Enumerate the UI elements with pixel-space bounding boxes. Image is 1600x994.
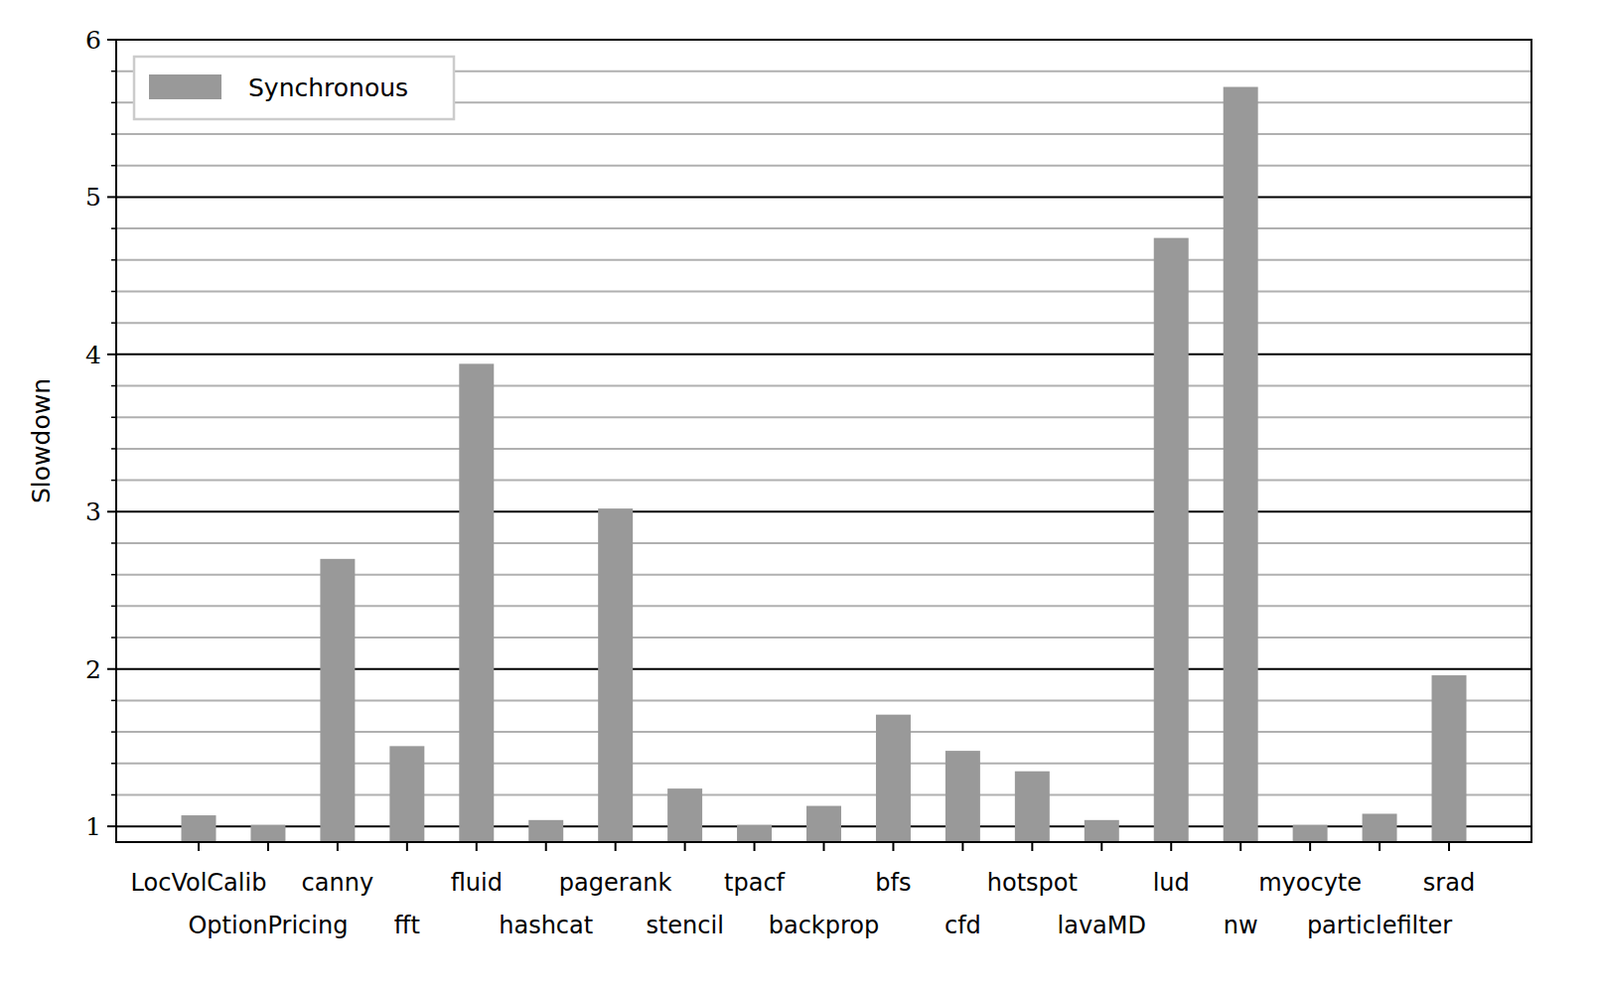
x-tick-label: fft — [394, 911, 421, 940]
x-tick — [891, 842, 894, 852]
bar — [319, 559, 355, 843]
x-tick — [545, 842, 548, 852]
y-tick-label: 2 — [85, 655, 102, 685]
x-tick-label: OptionPricing — [187, 911, 348, 940]
bar — [945, 750, 981, 843]
bar — [181, 815, 217, 843]
x-tick-label: particlefilter — [1307, 911, 1453, 940]
y-tick-label: 1 — [85, 812, 102, 842]
y-tick — [107, 38, 117, 41]
minor-grid-line — [116, 385, 1532, 388]
x-tick — [823, 842, 826, 852]
minor-grid-line — [116, 479, 1532, 482]
bar — [1084, 820, 1120, 843]
bar — [528, 820, 564, 843]
x-tick-label: lavaMD — [1057, 911, 1147, 940]
x-tick — [1448, 842, 1451, 852]
x-tick — [197, 842, 200, 852]
y-axis-label: Slowdown — [26, 378, 56, 504]
grid-line — [116, 353, 1532, 356]
x-tick — [1239, 842, 1242, 852]
bar — [1015, 771, 1050, 843]
chart: 1 2 3 4 5 6 Slowdown LocVolCalib OptionPricing ca… — [0, 0, 1600, 994]
bars — [181, 87, 1467, 843]
x-tick — [684, 842, 687, 852]
legend-label: Synchronous — [248, 73, 409, 103]
x-tick-label: bfs — [874, 869, 911, 897]
x-tick — [336, 842, 339, 852]
bar — [1362, 813, 1398, 843]
x-axis: LocVolCalib OptionPricing canny fft fluid has… — [131, 842, 1476, 940]
x-tick — [406, 842, 409, 852]
x-tick — [1378, 842, 1381, 852]
bar — [597, 508, 633, 843]
x-tick-label: LocVolCalib — [131, 869, 268, 897]
bar — [1154, 238, 1189, 843]
x-tick — [614, 842, 617, 852]
bar — [1432, 675, 1467, 843]
legend: Synchronous — [134, 56, 454, 120]
y-tick — [107, 668, 117, 671]
bar — [1293, 825, 1328, 843]
x-tick — [475, 842, 478, 852]
x-tick-label: tpacf — [724, 869, 786, 897]
x-tick — [753, 842, 756, 852]
bar — [250, 825, 286, 843]
x-tick-label: hashcat — [498, 911, 593, 940]
x-tick-label: myocyte — [1258, 869, 1362, 897]
bar — [389, 745, 425, 843]
x-tick-label: stencil — [645, 911, 724, 940]
grid-line — [116, 510, 1532, 513]
y-tick — [107, 195, 117, 198]
minor-grid-line — [116, 259, 1532, 262]
x-tick — [1030, 842, 1033, 852]
x-tick — [267, 842, 270, 852]
minor-grid-line — [116, 164, 1532, 167]
y-tick-label: 6 — [85, 25, 102, 55]
x-tick-label: srad — [1423, 869, 1475, 897]
minor-grid-line — [116, 416, 1532, 419]
x-tick — [1169, 842, 1172, 852]
minor-grid-line — [116, 447, 1532, 450]
y-tick-label: 4 — [85, 340, 102, 370]
grid-line — [116, 195, 1532, 198]
bar — [736, 825, 772, 843]
minor-grid-line — [116, 542, 1532, 545]
legend-box — [134, 56, 454, 120]
bar — [667, 788, 703, 843]
x-tick-label: fluid — [450, 869, 503, 897]
legend-swatch — [148, 74, 222, 100]
x-tick-label: backprop — [768, 911, 880, 940]
minor-grid-line — [116, 321, 1532, 324]
x-tick — [961, 842, 964, 852]
plot-frame — [116, 39, 1532, 843]
x-tick-label: cfd — [944, 911, 982, 940]
minor-grid-line — [116, 227, 1532, 230]
y-tick — [107, 510, 117, 513]
y-tick-label: 3 — [85, 497, 102, 527]
bar — [458, 363, 494, 843]
bar — [1223, 87, 1259, 843]
x-tick-label: lud — [1153, 869, 1190, 897]
x-tick-label: hotspot — [987, 869, 1078, 897]
y-tick-label: 5 — [85, 182, 102, 212]
x-tick-label: canny — [301, 869, 375, 897]
bar — [875, 715, 911, 843]
minor-grid-line — [116, 133, 1532, 136]
x-tick — [1100, 842, 1103, 852]
y-tick — [107, 825, 117, 828]
bar — [806, 806, 842, 843]
y-axis: 1 2 3 4 5 6 — [85, 25, 117, 842]
x-tick-label: pagerank — [559, 869, 673, 897]
x-tick-label: nw — [1223, 911, 1259, 940]
y-tick — [107, 353, 117, 356]
minor-grid-line — [116, 290, 1532, 292]
x-tick — [1309, 842, 1311, 852]
